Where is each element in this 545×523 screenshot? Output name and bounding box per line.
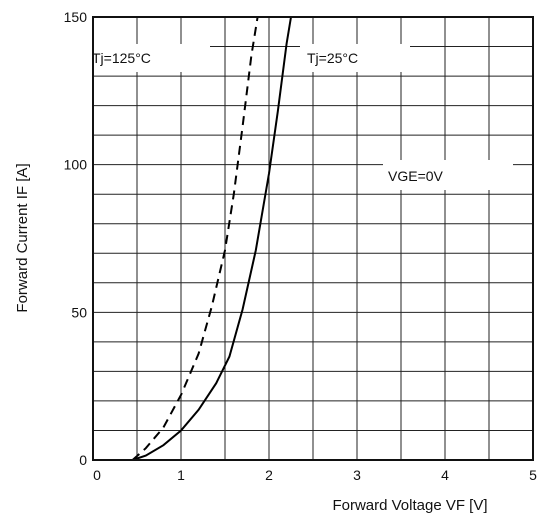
annotation-vge: VGE=0V [388,168,444,184]
x-tick-label-0: 0 [93,467,101,483]
plot-frame [92,16,534,461]
curves [131,16,292,461]
y-tick-label-150: 150 [64,9,88,25]
grid [93,17,533,460]
x-axis-label: Forward Voltage VF [V] [332,497,487,514]
y-tick-label-0: 0 [79,452,87,468]
series-line-tj125 [131,16,259,461]
annotation-tj25: Tj=25°C [307,50,358,66]
annotation-bg-vge [383,160,513,190]
annotation-tj125: Tj=125°C [92,50,151,66]
x-tick-label-1: 1 [177,467,185,483]
annotation-bg-tj125 [90,44,210,72]
x-tick-label-4: 4 [441,467,449,483]
annotations: Tj=125°C Tj=25°C VGE=0V [90,44,513,190]
series-line-tj25 [132,16,292,461]
y-tick-label-100: 100 [64,157,88,173]
x-tick-label-3: 3 [353,467,361,483]
x-tick-label-2: 2 [265,467,273,483]
x-tick-label-5: 5 [529,467,537,483]
y-tick-label-50: 50 [71,304,87,320]
y-axis-label: Forward Current IF [A] [14,163,31,312]
annotation-bg-tj25 [300,44,410,72]
